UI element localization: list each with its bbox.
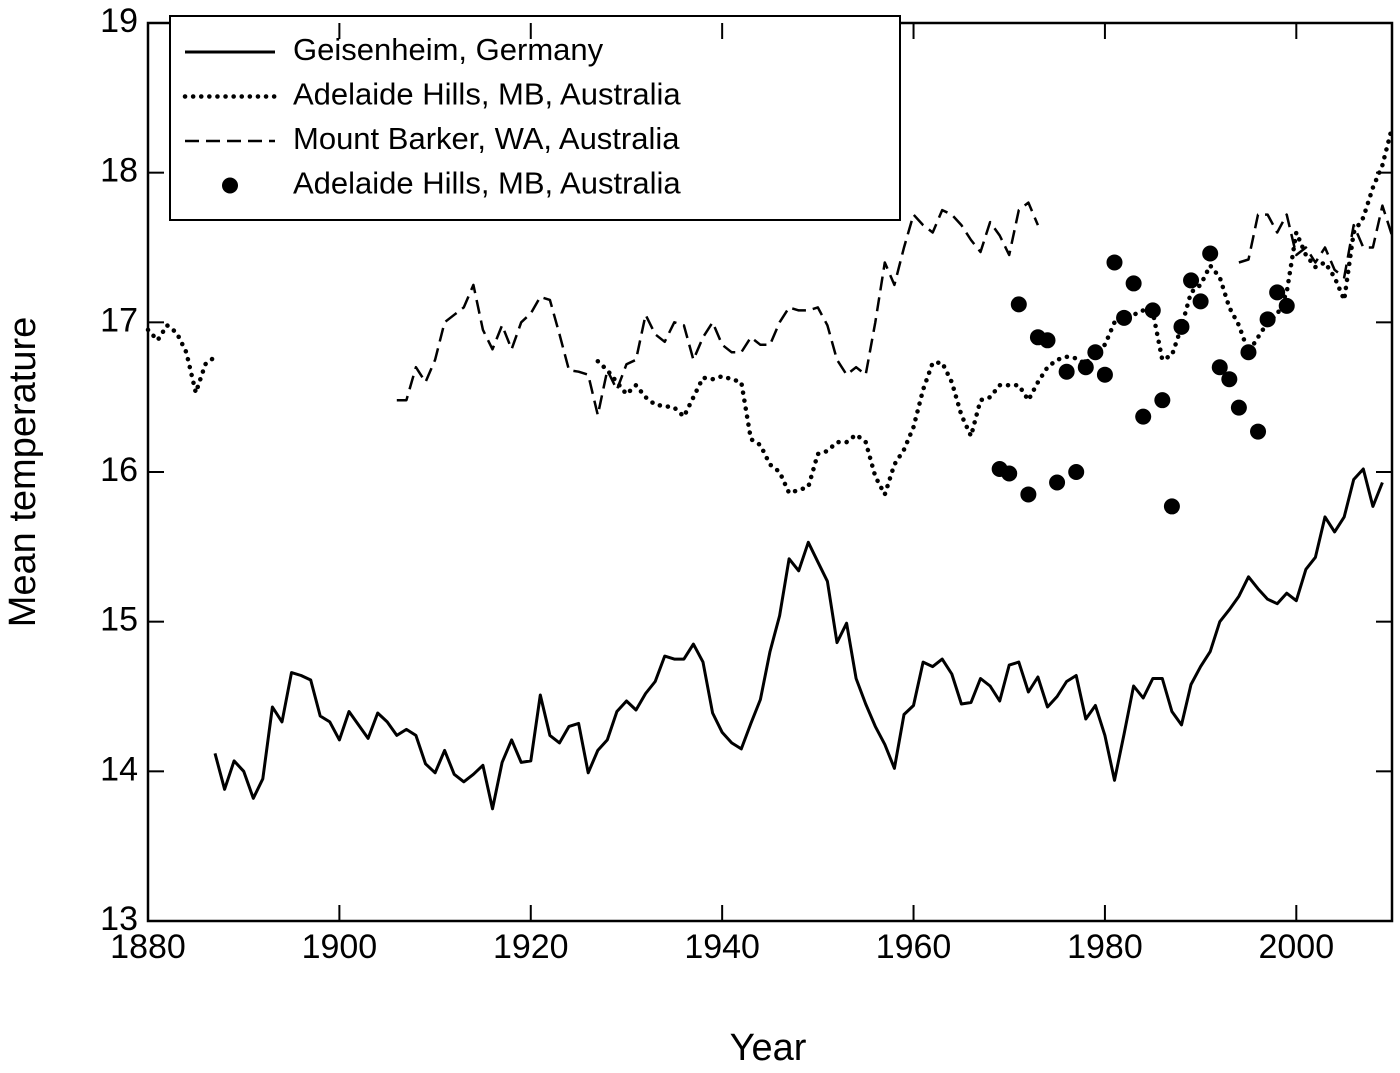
- data-point: [1096, 366, 1113, 383]
- data-point: [1269, 284, 1286, 301]
- y-tick-label: 18: [100, 152, 138, 190]
- data-point: [1202, 245, 1219, 262]
- series-line: [396, 201, 1394, 417]
- legend-marker: [222, 177, 238, 194]
- data-point: [1039, 332, 1056, 349]
- data-point: [1068, 464, 1085, 480]
- data-point: [1106, 254, 1123, 271]
- y-tick-label: 14: [100, 750, 138, 788]
- data-point: [1240, 344, 1257, 361]
- legend-box: [169, 15, 901, 221]
- data-point: [1058, 363, 1075, 380]
- data-point: [1192, 293, 1209, 310]
- data-point: [1211, 359, 1228, 376]
- data-point: [1278, 297, 1295, 314]
- y-tick-label: 16: [100, 451, 138, 489]
- x-tick-label: 1900: [302, 928, 378, 966]
- data-point: [1001, 465, 1018, 482]
- data-point: [1077, 359, 1094, 376]
- legend-label: Adelaide Hills, MB, Australia: [293, 166, 681, 201]
- series-line: [213, 467, 1384, 811]
- data-point: [1049, 474, 1066, 491]
- data-point: [1116, 309, 1133, 326]
- data-point: [1183, 272, 1200, 289]
- x-tick-label: 1980: [1067, 928, 1143, 966]
- x-tick-label: 2000: [1258, 928, 1334, 966]
- data-point: [1163, 498, 1180, 515]
- data-point: [1135, 408, 1152, 425]
- data-point: [1173, 318, 1190, 335]
- data-point: [1154, 392, 1171, 409]
- y-tick-label: 13: [100, 900, 138, 938]
- x-axis-title: Year: [730, 1027, 807, 1069]
- y-tick-label: 19: [100, 2, 138, 40]
- y-tick-label: 17: [100, 301, 138, 339]
- data-point: [1144, 302, 1161, 319]
- x-tick-label: 1920: [493, 928, 569, 966]
- series-line: [145, 125, 1395, 497]
- data-point: [1010, 296, 1027, 313]
- data-point: [1125, 275, 1142, 292]
- x-tick-label: 1960: [876, 928, 952, 966]
- x-tick-label: 1940: [684, 928, 760, 966]
- data-point: [1020, 486, 1037, 503]
- legend-label: Mount Barker, WA, Australia: [293, 121, 680, 156]
- legend-label: Adelaide Hills, MB, Australia: [293, 77, 681, 112]
- y-axis-title: Mean temperature: [2, 317, 44, 628]
- data-point: [1230, 399, 1247, 416]
- data-point: [1087, 344, 1104, 361]
- data-point: [1221, 371, 1238, 388]
- x-tick-label: 1880: [110, 928, 186, 966]
- data-point: [1259, 311, 1276, 328]
- data-point: [1250, 423, 1267, 440]
- legend-label: Geisenheim, Germany: [293, 32, 604, 67]
- y-tick-label: 15: [100, 601, 138, 639]
